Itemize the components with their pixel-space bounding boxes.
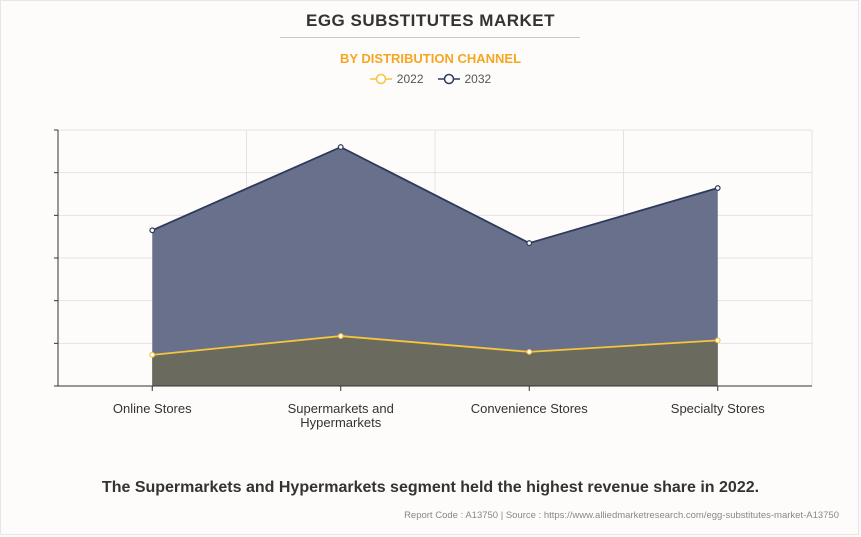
x-tick-label: Online Stores [113,401,192,416]
chart-caption: The Supermarkets and Hypermarkets segmen… [101,479,760,496]
x-tick-label: Specialty Stores [671,401,765,416]
area-fill-2022 [152,336,718,386]
x-tick-label: Supermarkets and [288,401,394,416]
data-point-2022 [337,333,344,339]
chart-subtitle: BY DISTRIBUTION CHANNEL [339,51,522,66]
legend-label-2032: 2032 [464,72,492,86]
series-line-2022 [152,335,718,356]
source-note: Report Code : A13750 | Source : https://… [404,510,839,521]
legend-label-2022: 2022 [396,72,424,86]
legend[interactable]: 2022 2032 [0,72,861,86]
data-point-2022 [149,351,156,358]
data-point-2032 [337,144,344,150]
data-point-2032 [714,185,721,191]
legend-item-2022[interactable]: 2022 [369,72,424,86]
series-line-2032 [151,146,719,245]
data-point-2022 [714,337,721,344]
data-point-2032 [526,240,533,246]
legend-item-2032[interactable]: 2032 [437,72,492,86]
data-point-2022 [526,348,533,355]
x-tick-label: Convenience Stores [471,401,589,416]
legend-marker-2022 [369,73,392,85]
area-fill-2032 [152,147,718,386]
chart-title: EGG SUBSTITUTES MARKET [305,11,555,30]
legend-marker-2032 [437,73,460,85]
x-tick-label: Hypermarkets [300,415,381,430]
title-divider [280,37,580,38]
data-point-2032 [149,227,156,234]
